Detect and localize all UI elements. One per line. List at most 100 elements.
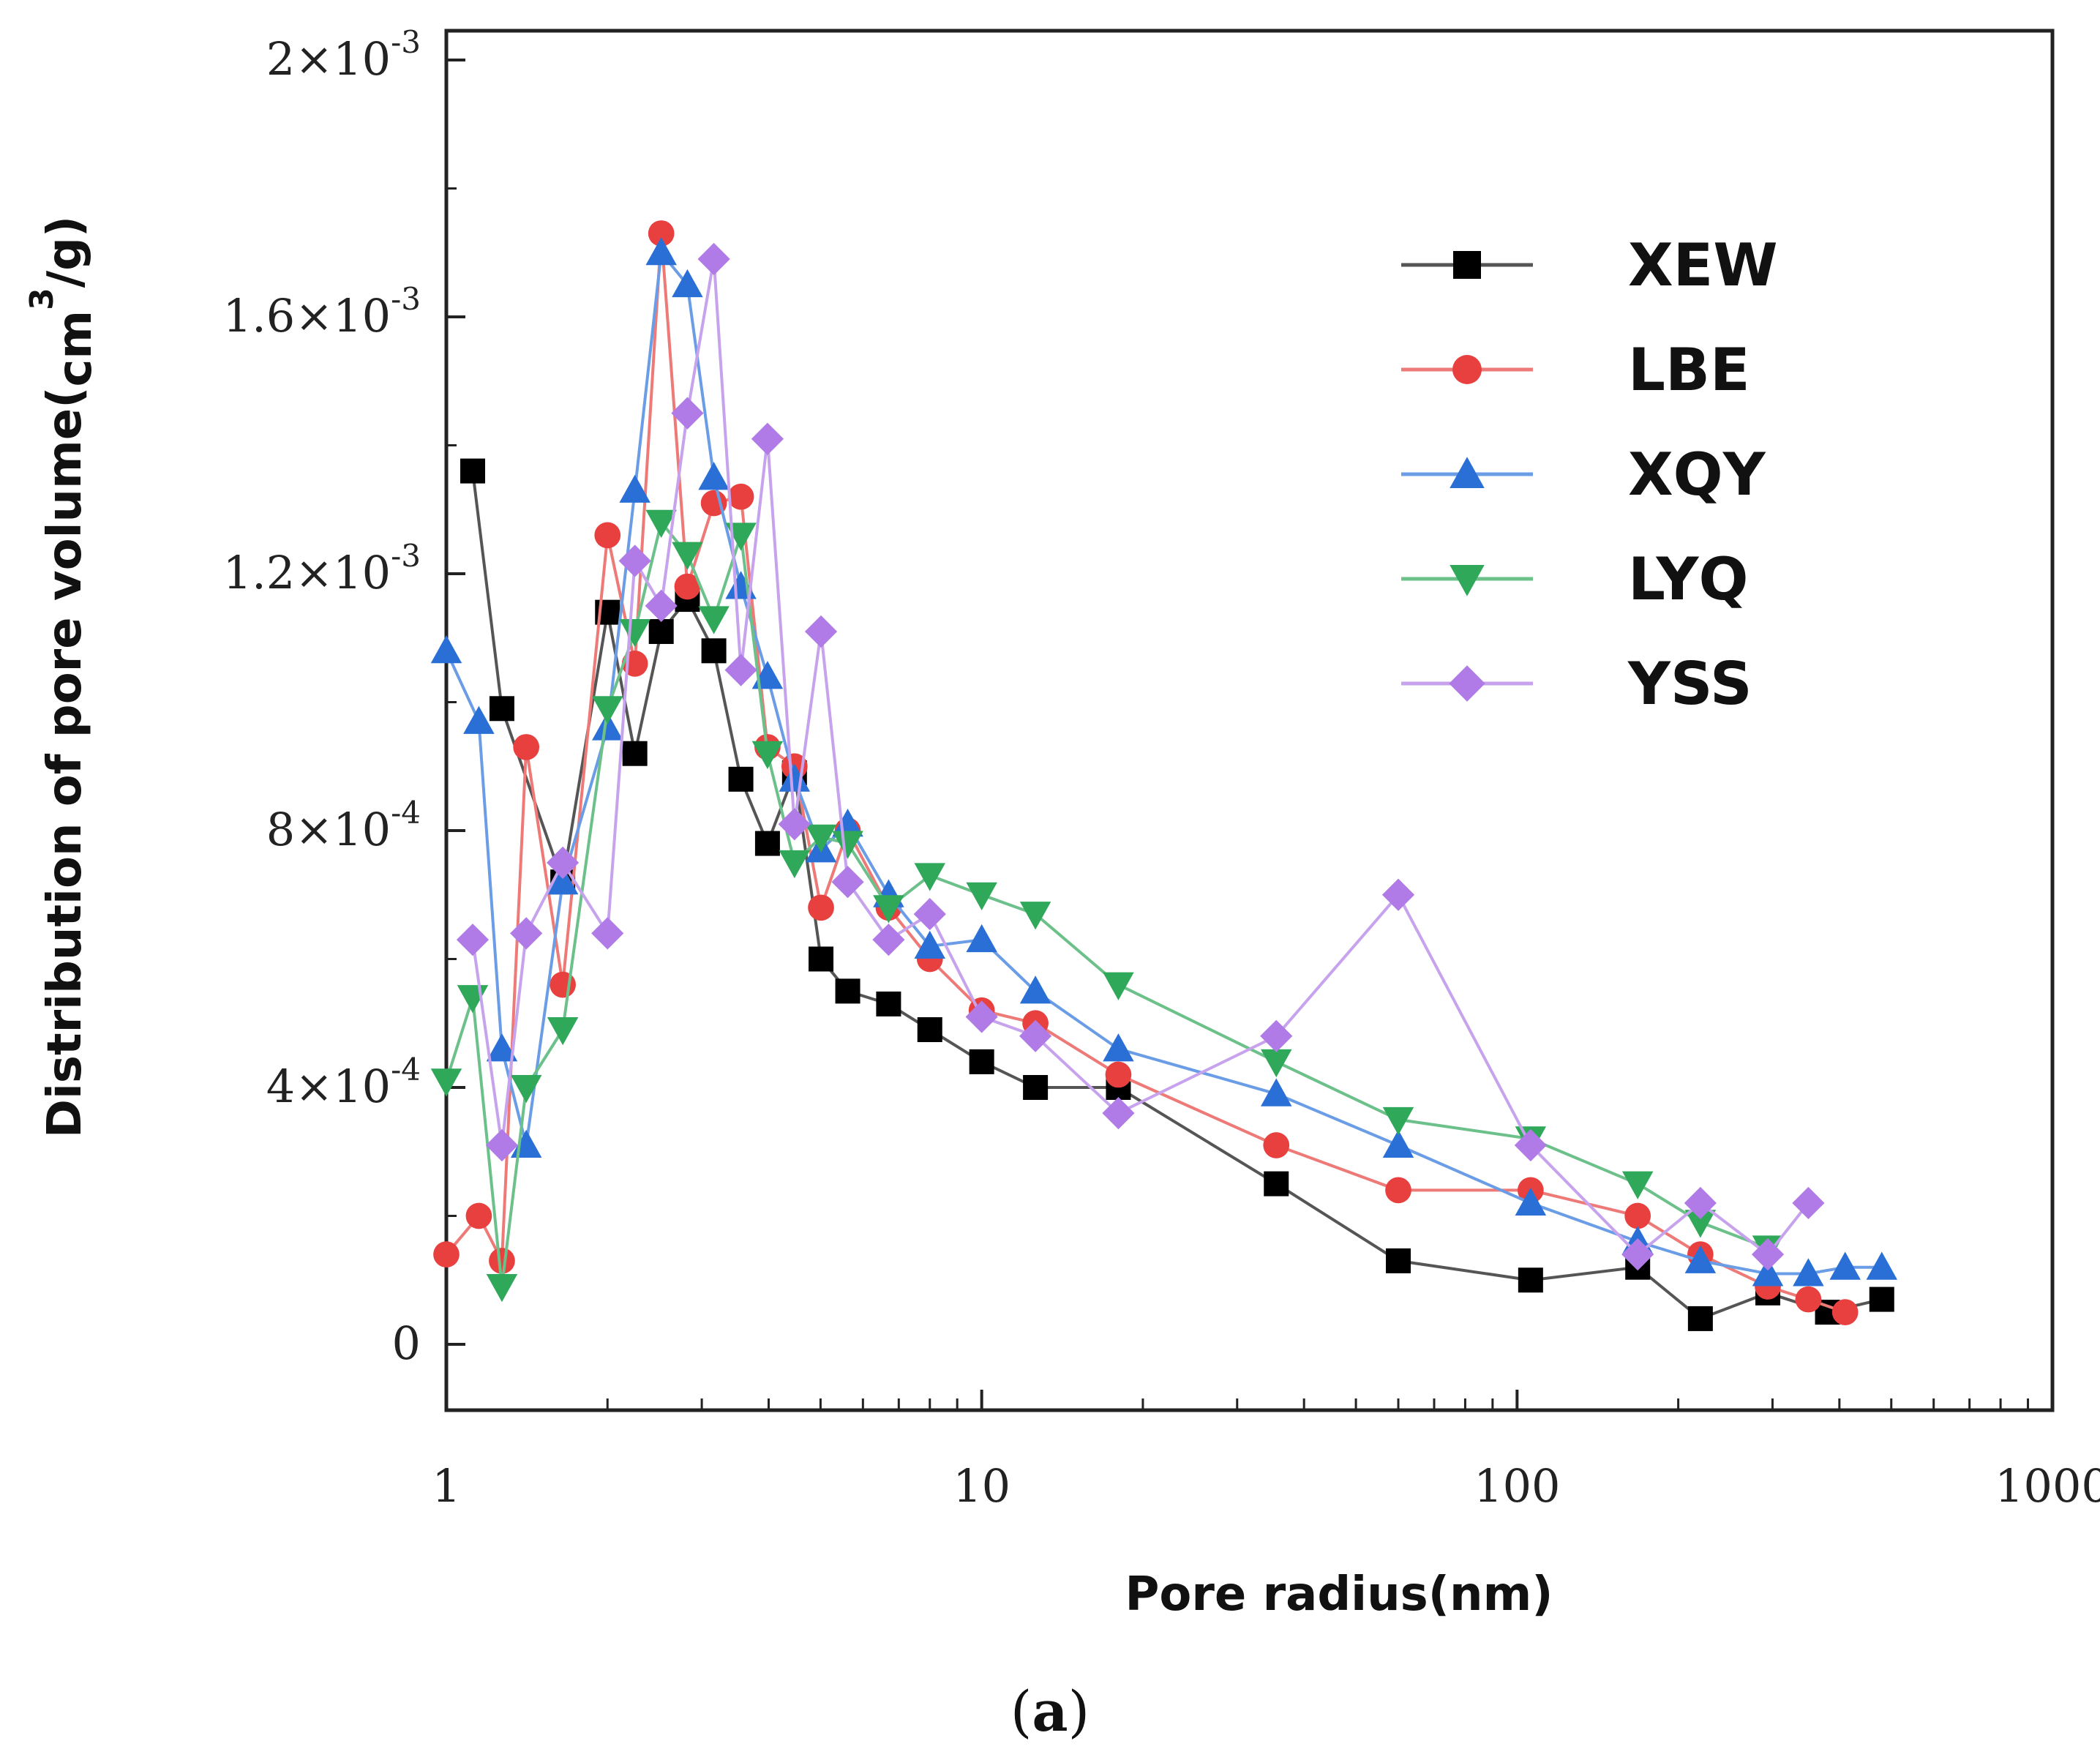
series-line-yss xyxy=(471,258,1810,1256)
data-point-lbe xyxy=(1263,1132,1290,1158)
data-point-xew xyxy=(648,618,674,644)
legend: XEW LBE XQY LYQ YSS xyxy=(1401,231,1778,718)
data-point-lyq xyxy=(805,824,837,853)
y-axis-title-sup: 3 xyxy=(23,288,61,310)
data-point-yss xyxy=(872,924,905,956)
data-point-lbe xyxy=(1105,1061,1132,1088)
series-lbe xyxy=(433,220,1859,1325)
y-tick-label: 1.2×10-3 xyxy=(223,538,421,599)
data-point-lbe xyxy=(1795,1286,1822,1313)
y-tick-label: 2×10-3 xyxy=(266,24,421,86)
data-point-lyq xyxy=(486,1274,518,1303)
data-point-yss xyxy=(1684,1186,1717,1220)
data-point-lbe xyxy=(594,522,621,549)
data-point-yss xyxy=(1260,1019,1293,1052)
data-point-lbe xyxy=(489,1248,515,1274)
data-point-xew xyxy=(1023,1075,1049,1100)
data-point-lyq xyxy=(966,882,997,910)
data-point-xqy xyxy=(430,635,462,664)
caption-close-paren: ) xyxy=(1068,1679,1090,1744)
data-point-lbe xyxy=(1624,1202,1651,1229)
data-point-lyq xyxy=(1261,1049,1292,1078)
data-point-lbe xyxy=(727,483,754,510)
x-tick-label: 1000 xyxy=(1995,1459,2100,1513)
data-point-lyq xyxy=(873,895,904,924)
legend-item-lyq: LYQ xyxy=(1401,545,1748,613)
data-point-yss xyxy=(804,615,838,648)
data-point-xqy xyxy=(547,866,579,895)
data-point-xqy xyxy=(1866,1251,1898,1280)
y-axis-title-main: Distribution of pore volume( xyxy=(38,387,92,1139)
data-point-lbe xyxy=(1385,1177,1411,1204)
legend-label: LYQ xyxy=(1628,545,1748,613)
data-point-lyq xyxy=(510,1075,542,1104)
data-point-xqy xyxy=(619,474,650,503)
x-axis-title: Pore radius(nm) xyxy=(1125,1568,1553,1622)
data-point-yss xyxy=(751,422,784,455)
data-point-xew xyxy=(1386,1248,1411,1273)
data-point-xqy xyxy=(645,237,677,266)
data-point-lyq xyxy=(914,863,946,891)
data-point-xqy xyxy=(1752,1258,1784,1287)
legend-marker xyxy=(1449,665,1485,702)
series-yss xyxy=(456,242,1825,1271)
data-point-yss xyxy=(1514,1128,1547,1162)
data-point-yss xyxy=(965,1000,998,1033)
data-point-xqy xyxy=(914,930,946,959)
data-point-lyq xyxy=(672,542,703,570)
caption-letter: a xyxy=(1032,1679,1068,1744)
legend-label: XQY xyxy=(1628,441,1766,509)
data-point-xqy xyxy=(1793,1258,1824,1287)
data-point-lyq xyxy=(779,850,811,879)
data-point-yss xyxy=(1751,1238,1785,1271)
data-point-xew xyxy=(622,741,648,766)
y-tick-label: 4×10-4 xyxy=(266,1052,421,1113)
data-point-xew xyxy=(969,1049,994,1074)
data-point-lyq xyxy=(645,509,677,539)
data-point-yss xyxy=(456,924,490,956)
data-point-xew xyxy=(728,766,754,792)
legend-marker xyxy=(1450,565,1485,596)
data-point-yss xyxy=(618,544,651,577)
data-point-xew xyxy=(1264,1171,1289,1196)
data-point-xqy xyxy=(1103,1033,1134,1062)
data-point-lbe xyxy=(648,220,675,247)
data-point-xqy xyxy=(1382,1129,1414,1158)
legend-item-xew: XEW xyxy=(1401,231,1778,299)
data-point-xqy xyxy=(1515,1187,1547,1216)
data-point-lbe xyxy=(1831,1299,1859,1325)
data-point-yss xyxy=(645,589,678,622)
legend-marker xyxy=(1452,355,1482,384)
y-tick-label: 0 xyxy=(392,1317,421,1370)
data-point-lbe xyxy=(550,971,576,998)
data-point-xew xyxy=(876,991,901,1016)
data-point-lyq xyxy=(619,618,650,648)
data-point-xqy xyxy=(698,462,730,490)
data-point-xew xyxy=(489,696,514,722)
series-line-lbe xyxy=(445,233,1846,1314)
series-line-lyq xyxy=(445,519,1769,1287)
caption-open-paren: ( xyxy=(1010,1679,1032,1744)
legend-item-xqy: XQY xyxy=(1401,441,1766,509)
data-point-lyq xyxy=(1621,1171,1654,1199)
x-tick-label: 10 xyxy=(953,1459,1010,1513)
data-point-lyq xyxy=(547,1017,579,1046)
data-point-lbe xyxy=(808,894,834,921)
data-point-yss xyxy=(1621,1238,1654,1271)
y-tick-label: 1.6×10-3 xyxy=(223,281,421,342)
data-point-yss xyxy=(831,866,864,899)
legend-item-yss: YSS xyxy=(1401,650,1752,718)
legend-marker xyxy=(1450,457,1485,488)
data-point-yss xyxy=(1792,1186,1825,1220)
data-point-lyq xyxy=(430,1068,462,1097)
data-point-xqy xyxy=(1261,1078,1292,1106)
series-layer xyxy=(430,220,1898,1331)
data-point-yss xyxy=(547,846,580,879)
data-point-lyq xyxy=(1684,1210,1717,1238)
data-point-xew xyxy=(754,831,780,856)
data-point-yss xyxy=(671,397,704,430)
data-point-xew xyxy=(917,1017,942,1043)
y-axis-title: Distribution of pore volume(cm3/g) xyxy=(23,216,102,1138)
